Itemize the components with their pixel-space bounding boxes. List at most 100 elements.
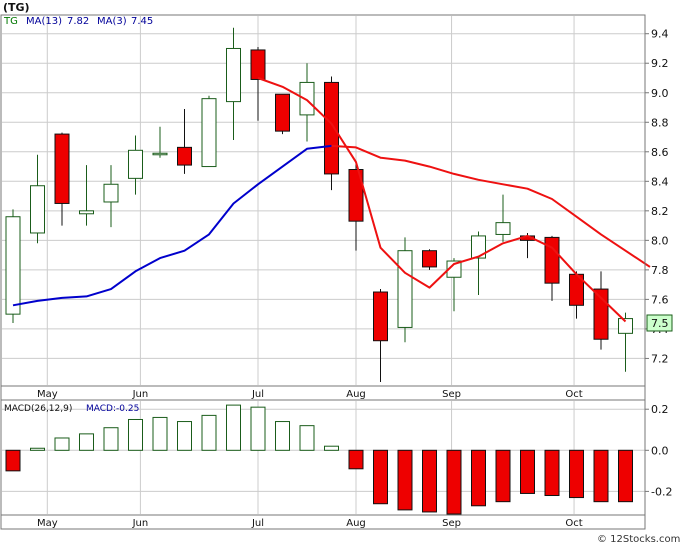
candle-down xyxy=(422,249,437,270)
macd-bar-negative xyxy=(348,449,364,470)
candle-down xyxy=(324,76,339,191)
macd-panel-frame xyxy=(0,399,646,516)
candle-down xyxy=(348,163,364,251)
candle-up xyxy=(446,258,462,312)
price-candles xyxy=(5,27,633,383)
candle-body xyxy=(544,236,560,284)
macd-value-label: MACD:-0.25 xyxy=(86,404,139,414)
price-x-tick-label: Sep xyxy=(442,389,461,400)
price-y-tick-label: 8.0 xyxy=(651,234,669,247)
price-x-axis-strip xyxy=(0,385,646,401)
macd-y-tick-label: 0.0 xyxy=(651,444,669,457)
macd-bar-positive xyxy=(201,414,217,451)
price-y-tick-label: 8.2 xyxy=(651,205,669,218)
last-price-tag xyxy=(646,314,673,332)
candle-body xyxy=(226,47,241,103)
macd-bar-negative xyxy=(495,449,511,503)
macd-bar-positive xyxy=(299,425,315,451)
legend-ma13-value: 7.82 xyxy=(67,16,89,27)
macd-bar-negative xyxy=(397,449,413,511)
price-y-tick-label: 8.6 xyxy=(651,146,669,159)
macd-bar-negative xyxy=(5,449,21,472)
macd-bar-positive xyxy=(79,433,94,451)
price-grid xyxy=(2,16,645,385)
price-y-tick-label: 8.4 xyxy=(651,175,669,188)
macd-bar-positive xyxy=(275,421,290,451)
candle-up xyxy=(495,194,511,242)
price-x-axis: May Jun Jul Aug Sep Oct xyxy=(37,389,583,400)
price-y-tick-label: 7.2 xyxy=(651,352,669,365)
candle-up xyxy=(128,135,143,195)
legend-ma13-label: MA(13) xyxy=(26,16,62,27)
last-price-label: 7.5 xyxy=(651,317,669,330)
candle-up xyxy=(201,95,217,168)
macd-bar-positive xyxy=(54,437,70,451)
legend-ma3-label: MA(3) xyxy=(97,16,127,27)
macd-x-axis-strip xyxy=(0,514,646,530)
candle-body xyxy=(128,149,143,179)
candle-body xyxy=(471,235,486,259)
macd-x-tick-label: May xyxy=(37,518,58,529)
candle-body xyxy=(618,318,633,334)
candle-body xyxy=(30,185,45,234)
candle-up xyxy=(152,126,168,158)
candle-up xyxy=(397,237,413,343)
candle-body xyxy=(324,81,339,175)
macd-bar-negative xyxy=(520,449,535,494)
macd-bar-negative xyxy=(544,449,560,497)
macd-bar-positive xyxy=(226,404,241,451)
macd-x-axis: May Jun Jul Aug Sep Oct xyxy=(37,518,583,529)
moving-average-lines xyxy=(12,77,651,323)
candle-down xyxy=(177,108,192,174)
macd-bar-negative xyxy=(422,449,437,513)
candle-body xyxy=(422,250,437,268)
price-y-tick-label: 9.2 xyxy=(651,57,669,70)
candle-up xyxy=(79,165,94,226)
macd-bar-positive xyxy=(177,421,192,451)
price-x-tick-label: Jul xyxy=(251,389,264,400)
candle-body xyxy=(54,133,70,204)
macd-bar-positive xyxy=(128,418,143,451)
candle-body xyxy=(152,152,168,156)
candle-body xyxy=(495,222,511,235)
candle-down xyxy=(250,46,266,121)
candle-body xyxy=(373,291,388,342)
price-x-tick-label: Oct xyxy=(565,389,582,400)
macd-bar-negative xyxy=(446,449,462,515)
candle-body xyxy=(275,93,290,132)
macd-x-tick-label: Jun xyxy=(132,518,149,529)
macd-bar-positive xyxy=(152,416,168,451)
price-y-tick-label: 9.0 xyxy=(651,87,669,100)
page-title: (TG) xyxy=(3,1,30,14)
ma13-line xyxy=(12,144,332,307)
macd-bar-positive xyxy=(250,406,266,451)
candle-body xyxy=(250,49,266,80)
candle-body xyxy=(201,98,217,168)
macd-title: MACD(26,12,9) xyxy=(4,404,72,414)
candle-down xyxy=(275,93,290,135)
macd-bar-negative xyxy=(569,449,584,499)
legend-ma3-value: 7.45 xyxy=(131,16,153,27)
macd-bar-positive xyxy=(324,445,339,451)
candle-body xyxy=(348,169,364,222)
candle-body xyxy=(177,146,192,166)
legend-ticker: TG xyxy=(3,16,18,27)
price-y-tick-label: 7.8 xyxy=(651,264,669,277)
price-y-tick-label: 9.4 xyxy=(651,28,669,41)
candle-body xyxy=(446,260,462,278)
candle-up xyxy=(30,154,45,244)
macd-bar-positive xyxy=(103,427,119,451)
candle-body xyxy=(397,250,413,328)
macd-bar-negative xyxy=(618,449,633,503)
ma3-line xyxy=(331,144,651,268)
candle-up xyxy=(299,63,315,142)
price-x-tick-label: May xyxy=(37,389,58,400)
footer-credit: © 12Stocks.com xyxy=(597,534,680,545)
price-x-tick-label: Jun xyxy=(132,389,149,400)
candle-body xyxy=(299,81,315,116)
macd-y-tick-label: -0.2 xyxy=(651,485,672,498)
candle-up xyxy=(471,231,486,295)
macd-bar-positive xyxy=(30,447,45,451)
macd-x-tick-label: Jul xyxy=(251,518,264,529)
